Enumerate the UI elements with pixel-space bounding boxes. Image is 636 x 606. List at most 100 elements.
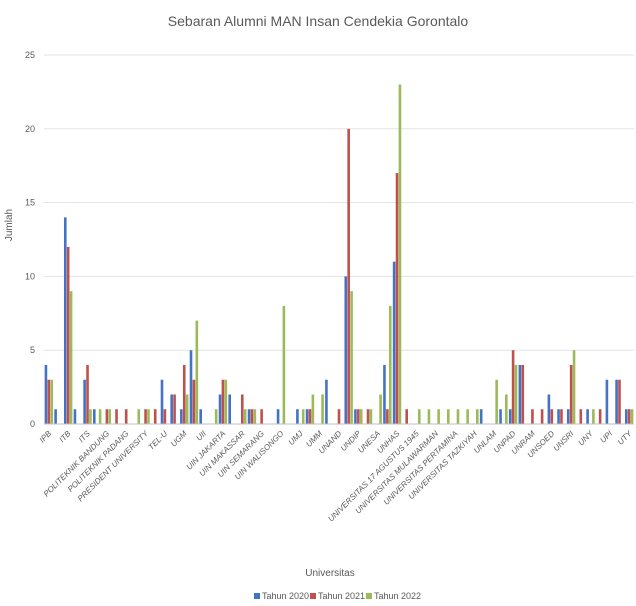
legend-swatch bbox=[366, 593, 372, 599]
bar bbox=[185, 394, 189, 424]
x-tick-label: UMJ bbox=[287, 428, 306, 447]
legend-swatch bbox=[254, 593, 260, 599]
bar bbox=[592, 409, 595, 424]
bar bbox=[54, 409, 57, 424]
bar bbox=[383, 364, 386, 424]
x-tick-label: UII bbox=[194, 429, 208, 443]
bar bbox=[586, 409, 589, 424]
bar bbox=[395, 173, 399, 424]
y-tick-label: 10 bbox=[25, 271, 35, 281]
y-tick-label: 25 bbox=[25, 50, 35, 60]
bar bbox=[557, 409, 560, 424]
bar bbox=[321, 394, 324, 424]
x-tick-label: ITB bbox=[57, 429, 73, 445]
bar bbox=[521, 364, 525, 424]
bar bbox=[218, 394, 222, 424]
bar bbox=[379, 394, 382, 424]
x-tick-label: UTY bbox=[616, 429, 634, 447]
bar bbox=[437, 409, 440, 424]
bar bbox=[253, 409, 257, 424]
bar bbox=[153, 409, 157, 424]
bar bbox=[499, 409, 502, 424]
y-tick-label: 5 bbox=[30, 345, 35, 355]
bar bbox=[83, 379, 86, 424]
bar bbox=[247, 409, 251, 424]
y-axis-title: Jumlah bbox=[4, 209, 15, 241]
bar bbox=[214, 409, 218, 424]
bar bbox=[518, 364, 522, 424]
bar bbox=[566, 409, 570, 424]
bar bbox=[173, 394, 176, 424]
bar bbox=[63, 217, 67, 424]
bar bbox=[344, 276, 348, 424]
legend-label: Tahun 2020 bbox=[262, 591, 309, 601]
bar bbox=[180, 409, 183, 424]
bar bbox=[69, 291, 73, 424]
bar bbox=[540, 409, 544, 424]
bar bbox=[618, 379, 621, 424]
bar bbox=[417, 409, 421, 424]
bar bbox=[624, 409, 628, 424]
bar bbox=[405, 409, 408, 424]
bar bbox=[366, 409, 370, 424]
bar bbox=[228, 394, 232, 424]
bar bbox=[260, 409, 263, 424]
bar bbox=[144, 409, 147, 424]
bar bbox=[605, 379, 609, 424]
bar bbox=[547, 394, 551, 424]
bar bbox=[456, 409, 460, 424]
bar bbox=[137, 409, 141, 424]
bar bbox=[550, 409, 554, 424]
bar bbox=[569, 364, 573, 424]
bar bbox=[108, 409, 112, 424]
bar bbox=[572, 350, 576, 424]
bar bbox=[147, 409, 150, 424]
x-axis-title: Universitas bbox=[305, 568, 354, 579]
bars bbox=[44, 84, 634, 425]
bar bbox=[531, 409, 534, 424]
bar bbox=[392, 261, 396, 424]
legend-swatch bbox=[310, 593, 316, 599]
bar bbox=[221, 379, 225, 424]
bar bbox=[240, 394, 244, 424]
y-tick-label: 0 bbox=[30, 419, 35, 429]
bar bbox=[189, 350, 193, 424]
legend-label: Tahun 2021 bbox=[318, 591, 365, 601]
y-tick-label: 15 bbox=[25, 198, 35, 208]
bar bbox=[560, 409, 563, 424]
bar bbox=[243, 409, 247, 424]
bar bbox=[495, 379, 498, 424]
bar bbox=[511, 350, 515, 424]
bar bbox=[347, 128, 350, 425]
bar bbox=[466, 409, 469, 424]
bar bbox=[354, 409, 357, 424]
bar bbox=[627, 409, 631, 424]
bar bbox=[388, 305, 392, 424]
bar bbox=[505, 394, 508, 424]
legend: Tahun 2020 Tahun 2021 Tahun 2022 bbox=[254, 591, 421, 601]
bar bbox=[86, 364, 89, 424]
bar bbox=[350, 291, 353, 424]
bar bbox=[124, 409, 128, 424]
x-tick-label: TEL-U bbox=[147, 429, 170, 452]
bar bbox=[630, 409, 634, 424]
x-tick-label: UNY bbox=[577, 429, 596, 448]
bar bbox=[160, 379, 164, 424]
bar bbox=[386, 409, 389, 424]
bar bbox=[296, 409, 299, 424]
bar bbox=[598, 409, 602, 424]
legend-label: Tahun 2022 bbox=[374, 591, 421, 601]
bar bbox=[192, 379, 196, 424]
bar bbox=[479, 409, 483, 424]
bar bbox=[305, 409, 309, 424]
bar bbox=[325, 379, 328, 424]
bar bbox=[508, 409, 512, 424]
bar bbox=[115, 409, 118, 424]
x-tick-label: UGM bbox=[169, 429, 189, 449]
bar bbox=[308, 409, 312, 424]
bar bbox=[199, 409, 202, 424]
bar bbox=[89, 409, 92, 424]
x-tick-label: ITS bbox=[77, 429, 93, 445]
